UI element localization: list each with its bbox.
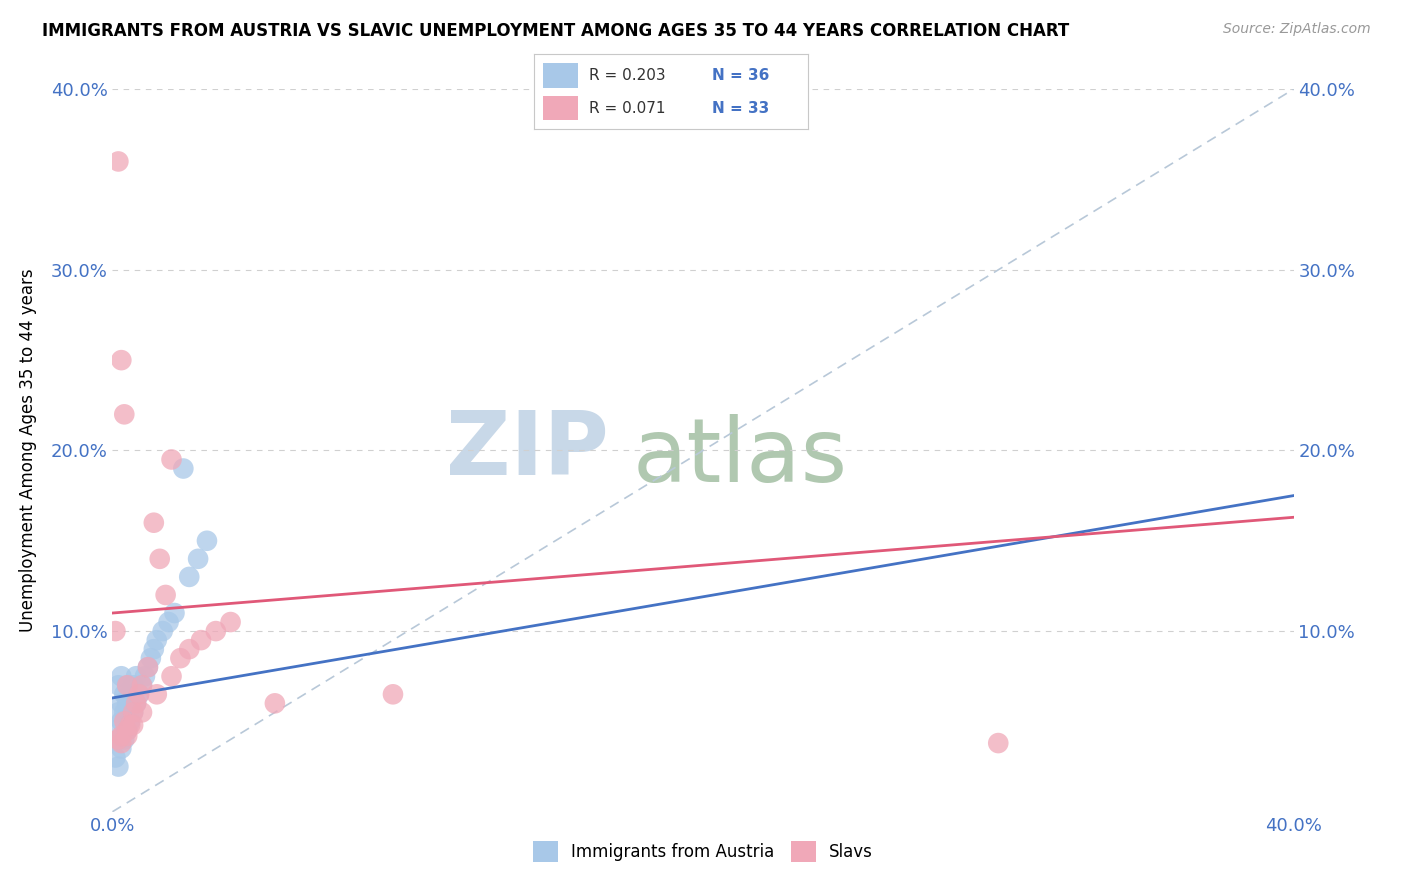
Point	[107, 732, 129, 747]
Point	[112, 714, 135, 729]
Legend: Immigrants from Austria, Slavs: Immigrants from Austria, Slavs	[526, 835, 880, 869]
Point	[117, 678, 138, 692]
Point	[117, 729, 138, 743]
Point	[195, 533, 218, 548]
Point	[120, 687, 142, 701]
Text: R = 0.203: R = 0.203	[589, 68, 665, 83]
Text: N = 33: N = 33	[713, 101, 769, 116]
Text: N = 36: N = 36	[713, 68, 770, 83]
Point	[205, 624, 228, 639]
Point	[152, 624, 174, 639]
Point	[146, 633, 169, 648]
Point	[160, 452, 183, 467]
Point	[187, 551, 209, 566]
Point	[110, 736, 132, 750]
Point	[110, 714, 132, 729]
Point	[122, 706, 145, 720]
Point	[160, 669, 183, 683]
Point	[112, 706, 135, 720]
Point	[122, 678, 145, 692]
Point	[128, 687, 150, 701]
Point	[107, 706, 129, 720]
Point	[149, 551, 172, 566]
Text: IMMIGRANTS FROM AUSTRIA VS SLAVIC UNEMPLOYMENT AMONG AGES 35 TO 44 YEARS CORRELA: IMMIGRANTS FROM AUSTRIA VS SLAVIC UNEMPL…	[42, 22, 1070, 40]
Point	[131, 706, 153, 720]
Point	[117, 723, 138, 738]
Point	[104, 624, 127, 639]
Point	[110, 729, 132, 743]
Point	[131, 678, 153, 692]
Point	[142, 642, 165, 657]
Point	[112, 687, 135, 701]
Point	[155, 588, 177, 602]
Point	[104, 723, 127, 738]
Point	[179, 642, 201, 657]
Point	[134, 669, 156, 683]
Point	[142, 516, 165, 530]
Point	[107, 732, 129, 747]
Point	[107, 678, 129, 692]
Point	[157, 615, 180, 629]
Point	[112, 732, 135, 747]
Point	[110, 741, 132, 756]
Point	[110, 669, 132, 683]
Point	[120, 714, 142, 729]
Point	[131, 678, 153, 692]
Point	[190, 633, 212, 648]
Point	[146, 687, 169, 701]
Point	[112, 407, 135, 422]
Point	[219, 615, 242, 629]
Point	[382, 687, 405, 701]
Point	[117, 697, 138, 711]
Point	[110, 697, 132, 711]
Point	[117, 723, 138, 738]
Point	[179, 570, 201, 584]
Point	[107, 154, 129, 169]
Point	[172, 461, 194, 475]
Point	[122, 706, 145, 720]
Point	[125, 697, 148, 711]
Text: atlas: atlas	[633, 414, 848, 501]
Point	[125, 697, 148, 711]
Point	[139, 651, 162, 665]
Point	[163, 606, 186, 620]
Point	[110, 353, 132, 368]
Point	[122, 718, 145, 732]
Point	[169, 651, 191, 665]
Text: R = 0.071: R = 0.071	[589, 101, 665, 116]
Point	[136, 660, 159, 674]
Bar	[543, 63, 578, 87]
Point	[104, 750, 127, 764]
Y-axis label: Unemployment Among Ages 35 to 44 years: Unemployment Among Ages 35 to 44 years	[18, 268, 37, 632]
Text: Source: ZipAtlas.com: Source: ZipAtlas.com	[1223, 22, 1371, 37]
Point	[128, 687, 150, 701]
Point	[120, 718, 142, 732]
Point	[107, 759, 129, 773]
Point	[117, 678, 138, 692]
Point	[987, 736, 1010, 750]
Point	[264, 697, 287, 711]
Point	[125, 669, 148, 683]
Text: ZIP: ZIP	[446, 407, 609, 494]
Point	[136, 660, 159, 674]
Bar	[543, 96, 578, 120]
